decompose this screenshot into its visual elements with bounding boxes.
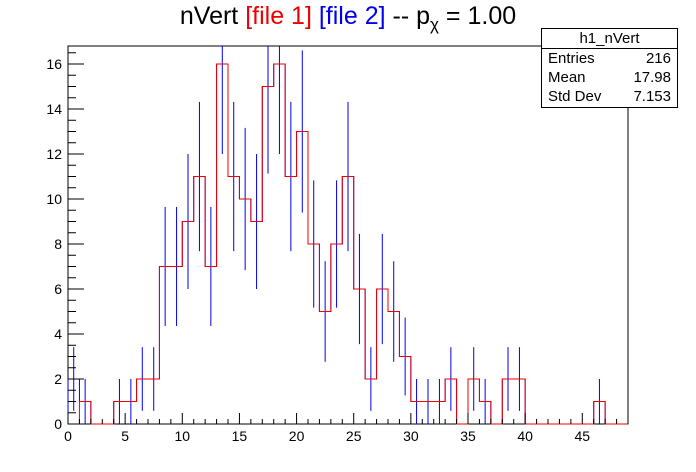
y-tick-label: 4 (54, 326, 62, 342)
axes-group: 0 5 10 15 20 25 30 35 40 45 0 2 4 6 8 10 12 14 16 (46, 52, 629, 444)
stats-title: h1_nVert (542, 29, 677, 49)
stats-value: 216 (645, 50, 671, 67)
x-tick-label: 30 (403, 428, 419, 444)
stats-row-mean: Mean 17.98 (542, 68, 677, 87)
y-tick-label: 16 (46, 56, 62, 72)
title-file1: [file 1] (245, 2, 312, 30)
x-tick-label: 45 (574, 428, 590, 444)
title-file2: [file 2] (318, 2, 386, 30)
y-tick-label: 14 (46, 101, 62, 117)
y-tick-label: 6 (54, 281, 62, 297)
stats-label: Mean (548, 69, 586, 86)
stats-label: Std Dev (548, 88, 602, 105)
x-tick-label: 10 (174, 428, 190, 444)
y-tick-label: 10 (46, 191, 62, 207)
chart-title: nVert [file 1] [file 2] -- pχ = 1.00 (0, 2, 696, 35)
title-p: p (416, 2, 431, 30)
title-chi: χ (430, 15, 439, 34)
stats-value: 17.98 (633, 69, 671, 86)
x-tick-label: 5 (121, 428, 129, 444)
stats-row-entries: Entries 216 (542, 49, 677, 68)
x-tick-label: 0 (64, 428, 72, 444)
stats-row-stddev: Std Dev 7.153 (542, 87, 677, 106)
stats-value: 7.153 (633, 88, 671, 105)
title-separator: -- (392, 2, 410, 30)
x-tick-label: 20 (289, 428, 305, 444)
plot-frame (67, 45, 629, 425)
y-tick-label: 2 (54, 371, 62, 387)
x-tick-label: 15 (232, 428, 248, 444)
stats-label: Entries (548, 50, 595, 67)
y-tick-label: 8 (54, 236, 62, 252)
series-1-step-line (68, 63, 628, 425)
x-tick-label: 40 (517, 428, 533, 444)
series-group (67, 46, 628, 425)
y-tick-label: 0 (54, 416, 62, 432)
title-main: nVert (179, 2, 239, 30)
title-value: = 1.00 (445, 2, 517, 30)
y-tick-label: 12 (46, 146, 62, 162)
stats-box: h1_nVert Entries 216 Mean 17.98 Std Dev … (541, 28, 678, 108)
x-tick-label: 35 (460, 428, 476, 444)
x-tick-label: 25 (346, 428, 362, 444)
